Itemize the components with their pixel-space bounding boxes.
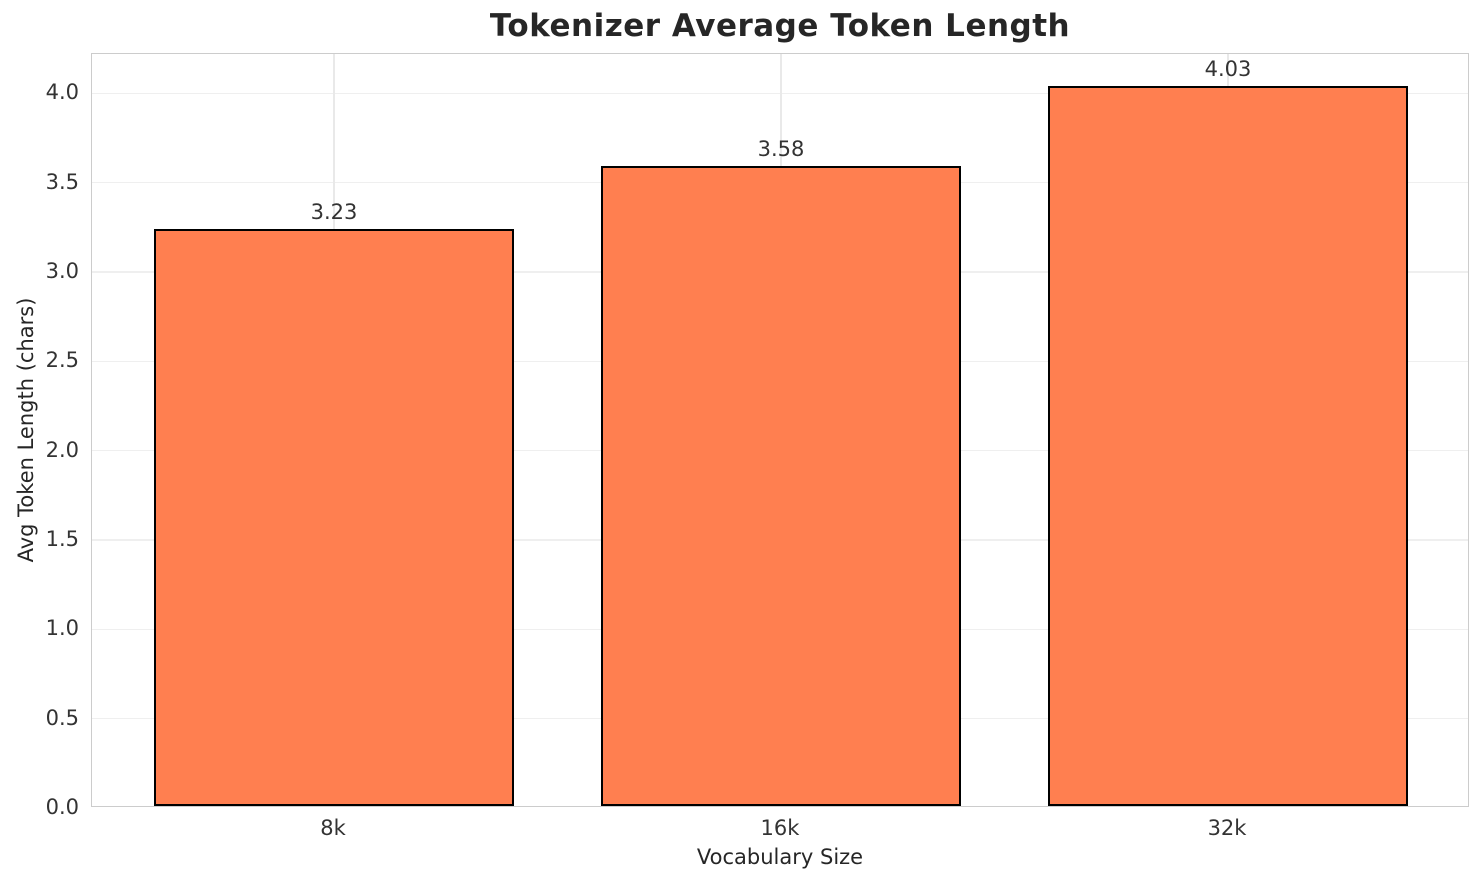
x-axis-label: Vocabulary Size (696, 845, 864, 869)
bar (154, 228, 514, 806)
y-tick-label: 2.0 (45, 437, 79, 462)
y-tick-label: 0.0 (45, 795, 79, 819)
chart-title: Tokenizer Average Token Length (489, 8, 1071, 44)
y-tick-label: 4.0 (45, 80, 79, 105)
y-tick-label: 0.5 (45, 705, 79, 730)
y-tick-label: 3.5 (45, 169, 79, 194)
y-tick-label: 1.5 (45, 526, 79, 551)
bar (1048, 85, 1408, 806)
y-axis-label: Avg Token Length (chars) (14, 297, 38, 563)
x-tick-label: 16k (760, 816, 800, 840)
x-tick-label: 32k (1207, 816, 1247, 840)
x-tick-label: 8k (320, 816, 346, 840)
y-tick-label: 3.0 (45, 258, 79, 283)
bar (601, 166, 961, 806)
y-tick-label: 1.0 (45, 616, 79, 641)
plot-area: 3.23 3.58 4.03 (91, 53, 1469, 807)
y-tick-label: 2.5 (45, 348, 79, 373)
horizontal-gridline (92, 92, 1468, 95)
bar-value-label: 3.23 (310, 199, 358, 224)
bar-value-label: 3.58 (757, 137, 805, 162)
bar-value-label: 4.03 (1204, 56, 1252, 81)
